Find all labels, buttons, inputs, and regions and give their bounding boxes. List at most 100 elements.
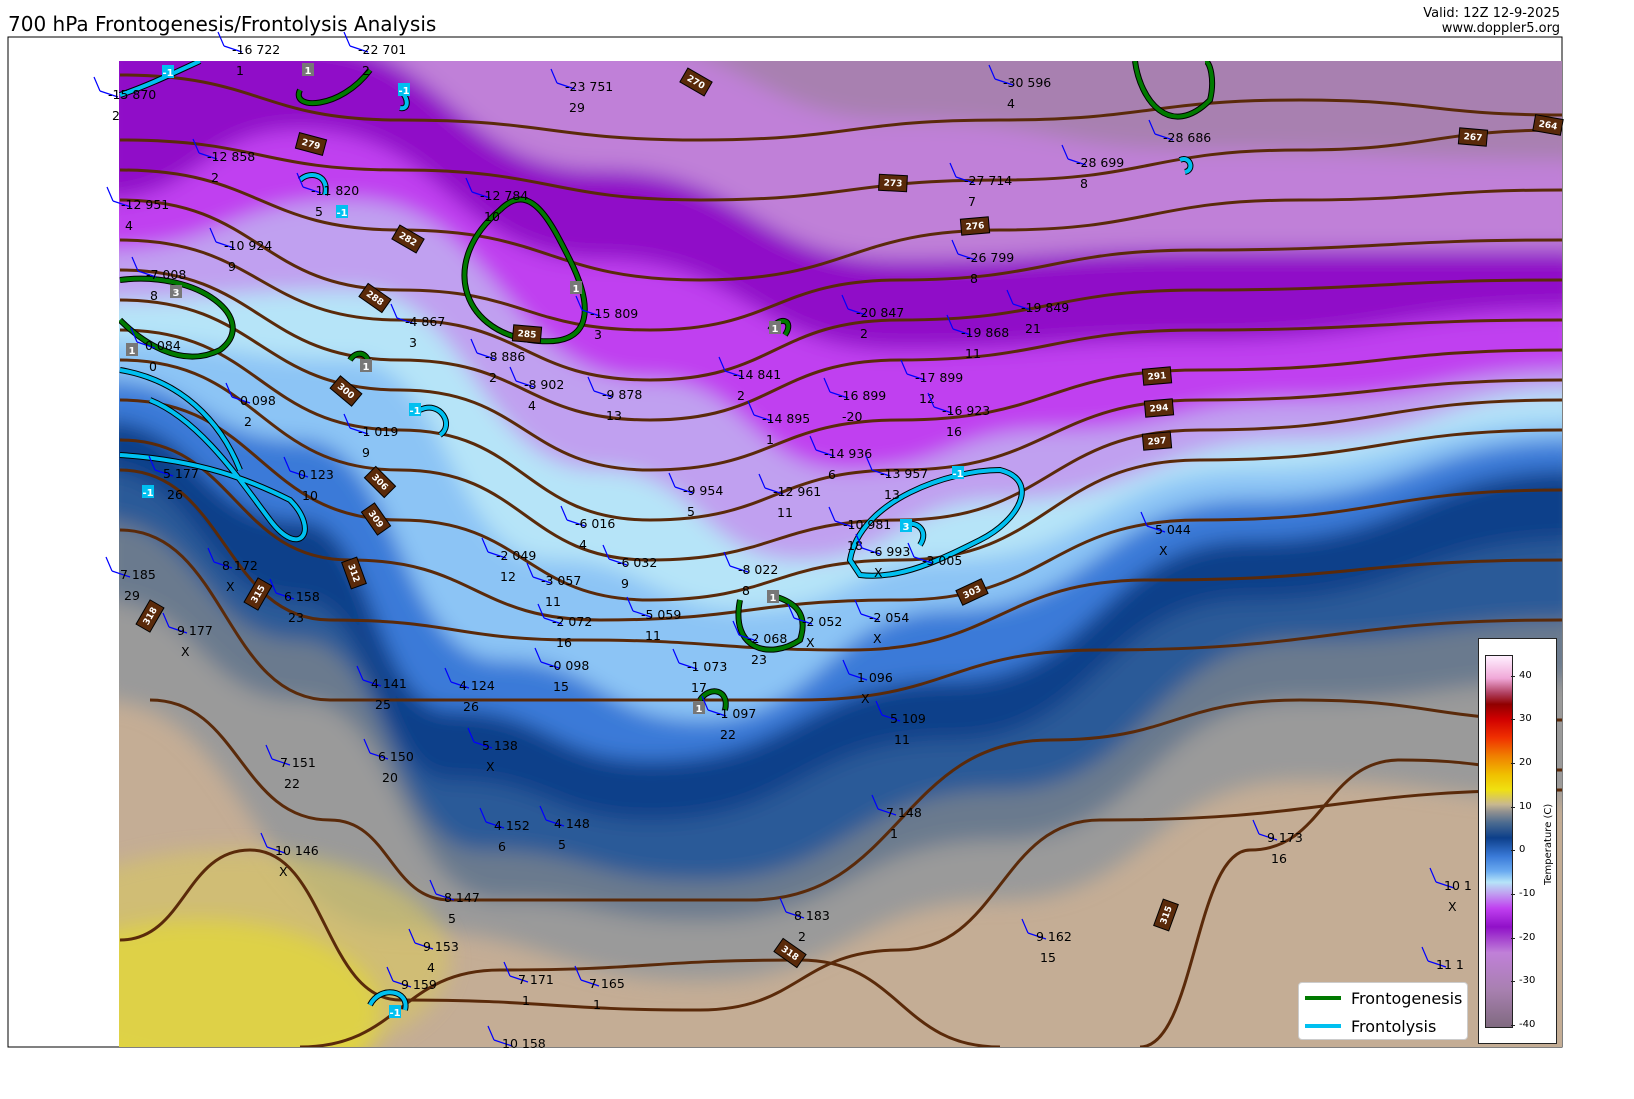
station-plot: -2 054 X — [854, 599, 909, 646]
station-plot: -6 016 4 — [560, 505, 615, 552]
station-plot: -1 073 17 — [672, 648, 727, 695]
station-temp-height: 10 1 — [1444, 878, 1472, 893]
station-plot: -12 784 10 — [465, 177, 528, 224]
station-dewpoint-depression: 2 — [244, 414, 252, 429]
wind-barb-icon — [470, 338, 496, 360]
station-plot: -8 022 8 — [723, 551, 778, 598]
contour-label: 276 — [959, 216, 991, 236]
station-dewpoint-depression: 2 — [211, 170, 219, 185]
station-dewpoint-depression: 9 — [228, 259, 236, 274]
front-label-box — [126, 343, 138, 356]
station-dewpoint-depression: X — [1448, 899, 1457, 914]
wind-barb-icon — [467, 727, 493, 749]
wind-barb-icon — [672, 648, 698, 670]
legend: Frontogenesis Frontolysis — [1298, 982, 1468, 1040]
front-label: -1 — [398, 86, 409, 97]
station-plot: -9 878 13 — [587, 376, 642, 423]
station-temp-height: -7 008 — [146, 267, 186, 282]
station-dewpoint-depression: X — [874, 565, 883, 580]
contour-labels: 2702642672732762792822852882912942973003… — [135, 67, 1564, 969]
station-plot: -14 936 6 — [809, 435, 872, 482]
station-temp-height: -12 784 — [480, 188, 528, 203]
station-plot: -15 809 3 — [575, 295, 638, 342]
wind-barb-icon — [718, 356, 744, 378]
station-dewpoint-depression: 16 — [946, 424, 962, 439]
station-dewpoint-depression: 15 — [553, 679, 569, 694]
contour-label: 300 — [329, 375, 363, 407]
wind-barb-icon — [602, 544, 628, 566]
station-temp-height: 0 123 — [298, 467, 334, 482]
front-label-box — [693, 701, 705, 714]
frontolysis-line — [847, 467, 1024, 578]
wind-barb-icon — [465, 177, 491, 199]
legend-frontolysis: Frontolysis — [1299, 1013, 1467, 1039]
contour-label: 270 — [679, 67, 713, 97]
station-temp-height: -16 923 — [942, 403, 990, 418]
wind-barb-icon — [265, 744, 291, 766]
station-plot: 9 153 4 — [408, 928, 459, 975]
frontogenesis-line — [462, 197, 587, 344]
station-dewpoint-depression: 10 — [302, 488, 318, 503]
height-contour-line — [119, 128, 1562, 202]
front-label-box — [900, 519, 912, 532]
station-temp-height: -1 019 — [358, 424, 398, 439]
valid-text: Valid: 12Z 12-9-2025 — [1423, 6, 1560, 21]
front-label-box — [360, 359, 372, 372]
station-plot: 9 159 — [386, 966, 437, 992]
station-dewpoint-depression: 2 — [112, 108, 120, 123]
wind-barb-icon — [900, 359, 926, 381]
station-temp-height: 4 152 — [494, 818, 530, 833]
wind-barb-icon — [509, 366, 535, 388]
wind-barb-icon — [988, 64, 1014, 86]
station-plot: 10 158 — [487, 1025, 546, 1051]
wind-barb-icon — [390, 303, 416, 325]
front-label: 3 — [903, 522, 910, 533]
station-dewpoint-depression: 6 — [498, 839, 506, 854]
station-plot: -26 799 8 — [951, 239, 1014, 286]
station-dewpoint-depression: 1 — [522, 993, 530, 1008]
station-temp-height: 0 084 — [145, 338, 181, 353]
station-temp-height: 7 148 — [886, 805, 922, 820]
station-temp-height: 8 183 — [794, 908, 830, 923]
contour-label: 315 — [1153, 898, 1179, 932]
station-temp-height: 4 148 — [554, 816, 590, 831]
colorbar-tick: -20 — [1510, 931, 1536, 943]
wind-barb-icon — [841, 294, 867, 316]
station-plot: -8 902 4 — [509, 366, 564, 413]
wind-barb-icon — [574, 965, 600, 987]
station-dewpoint-depression: 17 — [691, 680, 707, 695]
station-temp-height: -26 799 — [966, 250, 1014, 265]
contour-label: 267 — [1457, 127, 1489, 147]
site-text: www.doppler5.org — [1441, 21, 1560, 36]
wind-barb-icon — [343, 31, 369, 53]
frontogenesis-line — [296, 68, 372, 106]
station-dewpoint-depression: 5 — [558, 837, 566, 852]
temperature-fill — [119, 61, 1562, 1047]
station-plot: -12 951 4 — [106, 186, 169, 233]
station-plot: 4 141 25 — [356, 665, 407, 712]
colorbar-tick: -10 — [1510, 888, 1536, 900]
contour-label: 282 — [391, 224, 425, 254]
station-dewpoint-depression: 1 — [890, 826, 898, 841]
front-label: -1 — [952, 469, 963, 480]
station-plot: 4 124 26 — [444, 667, 495, 714]
wind-barb-icon — [854, 599, 880, 621]
station-plot: -2 068 23 — [732, 620, 787, 667]
wind-barb-icon — [1006, 289, 1032, 311]
station-dewpoint-depression: 4 — [579, 537, 587, 552]
station-dewpoint-depression: 2 — [489, 370, 497, 385]
station-dewpoint-depression: 5 — [687, 504, 695, 519]
front-label-box — [142, 485, 154, 498]
station-dewpoint-depression: 3 — [594, 327, 602, 342]
contour-label: 318 — [135, 599, 165, 633]
contour-label: 309 — [360, 502, 392, 536]
station-plot: 0 084 0 — [130, 327, 181, 374]
station-plot: 8 183 2 — [779, 897, 830, 944]
station-temp-height: -1 073 — [687, 659, 727, 674]
station-temp-height: -20 847 — [856, 305, 904, 320]
wind-barb-icon — [192, 138, 218, 160]
contour-label: 285 — [511, 324, 543, 344]
station-plot: -23 751 29 — [550, 68, 613, 115]
station-temp-height: -16 722 — [232, 42, 280, 57]
